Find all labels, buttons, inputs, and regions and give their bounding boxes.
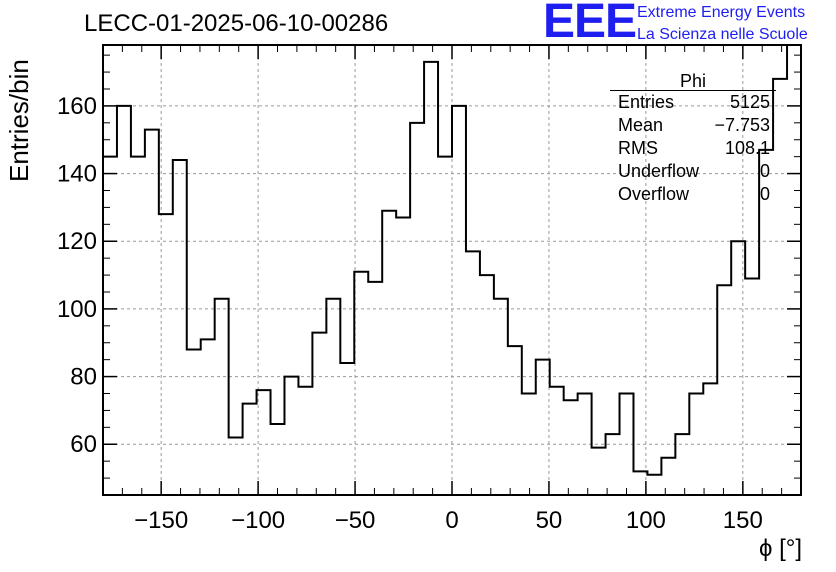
- x-axis-label: ϕ [°]: [758, 535, 802, 562]
- histogram-bin: [522, 393, 536, 495]
- histogram-bin: [201, 339, 215, 495]
- histogram-bin: [229, 437, 243, 495]
- y-tick-label: 120: [57, 228, 97, 255]
- stats-row-mean: Mean −7.753: [612, 114, 770, 137]
- stats-label: Entries: [618, 92, 675, 112]
- histogram-bin: [703, 383, 717, 495]
- histogram-bin: [508, 346, 522, 495]
- stats-row-entries: Entries 5125: [612, 91, 770, 114]
- logo-line-1: Extreme Energy Events: [637, 4, 806, 21]
- histogram-bin: [438, 157, 452, 495]
- histogram-series: [103, 44, 801, 476]
- y-tick-label: 140: [57, 161, 97, 188]
- x-tick-label: 150: [723, 507, 763, 534]
- histogram-bin: [536, 360, 550, 495]
- y-tick-label: 80: [70, 364, 97, 391]
- histogram-bin: [745, 278, 759, 495]
- histogram-bin: [159, 214, 173, 495]
- histogram-bin: [173, 160, 187, 495]
- histogram-bin: [606, 434, 620, 495]
- histogram-bin: [354, 272, 368, 495]
- chart-title: LECC-01-2025-06-10-00286: [84, 10, 389, 37]
- histogram-bin: [410, 123, 424, 495]
- histogram-bin: [578, 393, 592, 495]
- histogram-bin: [131, 157, 145, 495]
- stats-box: Phi Entries 5125 Mean −7.753 RMS 108.1 Unde…: [610, 72, 776, 206]
- y-axis-label: Entries/bin: [4, 59, 34, 182]
- x-tick-label: −150: [134, 507, 188, 534]
- stats-name: Phi: [610, 72, 776, 91]
- histogram-bin: [284, 377, 298, 495]
- stats-row-rms: RMS 108.1: [612, 137, 770, 160]
- histogram-bin: [368, 282, 382, 495]
- stats-label: Mean: [618, 115, 664, 135]
- histogram-bin: [480, 275, 494, 495]
- stats-value: 0: [759, 184, 770, 204]
- histogram-bin: [731, 241, 745, 495]
- logo-line-2: La Scienza nelle Scuole: [637, 26, 808, 43]
- histogram-bin: [717, 285, 731, 495]
- y-tick-label: 100: [57, 296, 97, 323]
- histogram-bin: [773, 79, 787, 495]
- stats-value: −7.753: [714, 115, 770, 135]
- histogram-bin: [689, 393, 703, 495]
- stats-label: Underflow: [618, 161, 700, 181]
- histogram-bin: [382, 211, 396, 495]
- histogram-bin: [271, 424, 285, 495]
- histogram-bin: [466, 251, 480, 495]
- histogram-bin: [298, 387, 312, 495]
- histogram-bin: [326, 299, 340, 495]
- x-tick-label: 0: [445, 507, 458, 534]
- histogram-bin: [187, 350, 201, 495]
- histogram-bin: [145, 130, 159, 495]
- histogram-bin: [452, 106, 466, 495]
- x-tick-label: 100: [626, 507, 666, 534]
- histogram-bin: [424, 62, 438, 495]
- x-tick-label: 50: [536, 507, 563, 534]
- y-tick-label: 60: [70, 431, 97, 458]
- histogram-bin: [494, 299, 508, 495]
- stats-value: 5125: [729, 92, 770, 112]
- histogram-bin: [340, 363, 354, 495]
- stats-label: RMS: [618, 138, 658, 158]
- histogram-bin: [675, 434, 689, 495]
- stats-value: 0: [759, 161, 770, 181]
- histogram-bin: [564, 400, 578, 495]
- eee-logo: EEE: [543, 0, 637, 48]
- x-tick-label: −100: [231, 507, 285, 534]
- x-tick-label: −50: [335, 507, 376, 534]
- stats-label: Overflow: [618, 184, 690, 204]
- histogram-bin: [257, 390, 271, 495]
- histogram-bin: [661, 458, 675, 495]
- histogram-bin: [117, 106, 131, 495]
- stats-row-underflow: Underflow 0: [612, 160, 770, 183]
- histogram-bin: [620, 393, 634, 495]
- histogram-bin: [396, 218, 410, 495]
- histogram-bin: [592, 448, 606, 495]
- y-tick-label: 160: [57, 93, 97, 120]
- histogram-bin: [215, 299, 229, 495]
- histogram-bin: [550, 387, 564, 495]
- stats-value: 108.1: [724, 138, 770, 158]
- histogram-bin: [312, 333, 326, 495]
- histogram-bin: [243, 404, 257, 495]
- histogram-bin: [647, 475, 661, 495]
- stats-row-overflow: Overflow 0: [612, 183, 770, 206]
